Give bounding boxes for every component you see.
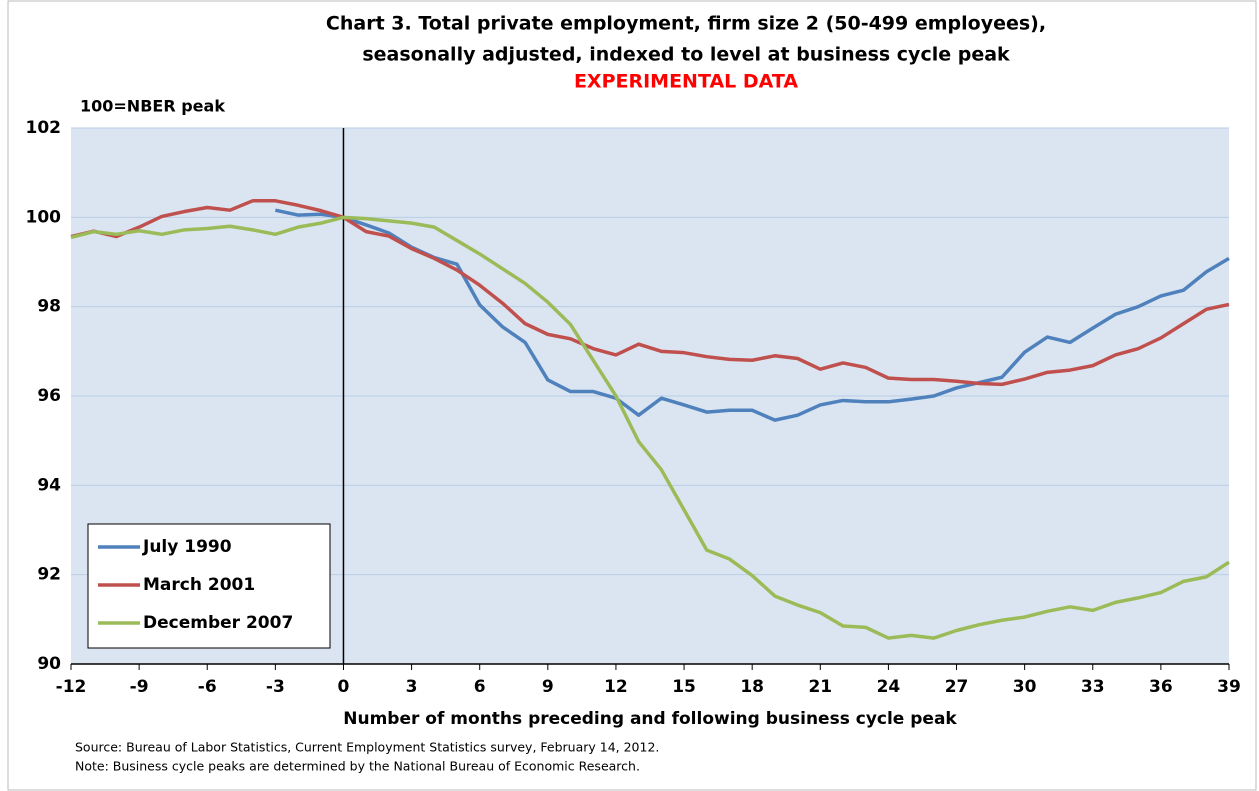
legend-label: March 2001	[143, 575, 255, 595]
legend-label: December 2007	[143, 613, 293, 633]
y-tick-label: 102	[26, 118, 62, 138]
x-tick-label: -6	[198, 677, 217, 697]
x-axis-label: Number of months preceding and following…	[343, 709, 957, 729]
line-series	[70, 199, 1230, 387]
x-tick-label: 36	[1149, 677, 1173, 697]
legend: July 1990 March 2001 December 2007	[87, 523, 331, 649]
x-tick-label: 39	[1217, 677, 1241, 697]
x-tick-label: 24	[877, 677, 901, 697]
chart-title: seasonally adjusted, indexed to level at…	[362, 44, 1010, 66]
y-tick-label: 96	[37, 386, 61, 406]
x-tick-label: 12	[604, 677, 628, 697]
chart-title: Chart 3. Total private employment, firm …	[326, 13, 1046, 35]
x-tick-label: -3	[266, 677, 285, 697]
x-tick-label: -12	[56, 677, 87, 697]
y-tick-label: 90	[37, 654, 61, 674]
x-tick-label: 15	[672, 677, 696, 697]
x-tick-label: -9	[130, 677, 149, 697]
x-tick-label: 27	[945, 677, 969, 697]
y-axis-label: 100=NBER peak	[80, 97, 225, 116]
y-tick-label: 100	[26, 207, 62, 227]
x-tick-label: 30	[1013, 677, 1037, 697]
y-tick-label: 98	[37, 297, 61, 317]
legend-label: July 1990	[142, 537, 232, 557]
x-tick-label: 3	[406, 677, 418, 697]
source-note: Source: Bureau of Labor Statistics, Curr…	[75, 740, 659, 755]
line-series	[70, 215, 1230, 640]
x-tick-label: 33	[1081, 677, 1105, 697]
x-tick-label: 0	[338, 677, 350, 697]
footnote: Note: Business cycle peaks are determine…	[75, 759, 640, 774]
y-tick-label: 94	[37, 475, 61, 495]
y-tick-label: 92	[37, 565, 61, 585]
x-tick-label: 6	[474, 677, 486, 697]
x-tick-label: 9	[542, 677, 554, 697]
x-tick-label: 18	[740, 677, 764, 697]
x-tick-label: 21	[808, 677, 832, 697]
chart-subtitle: EXPERIMENTAL DATA	[574, 71, 798, 93]
